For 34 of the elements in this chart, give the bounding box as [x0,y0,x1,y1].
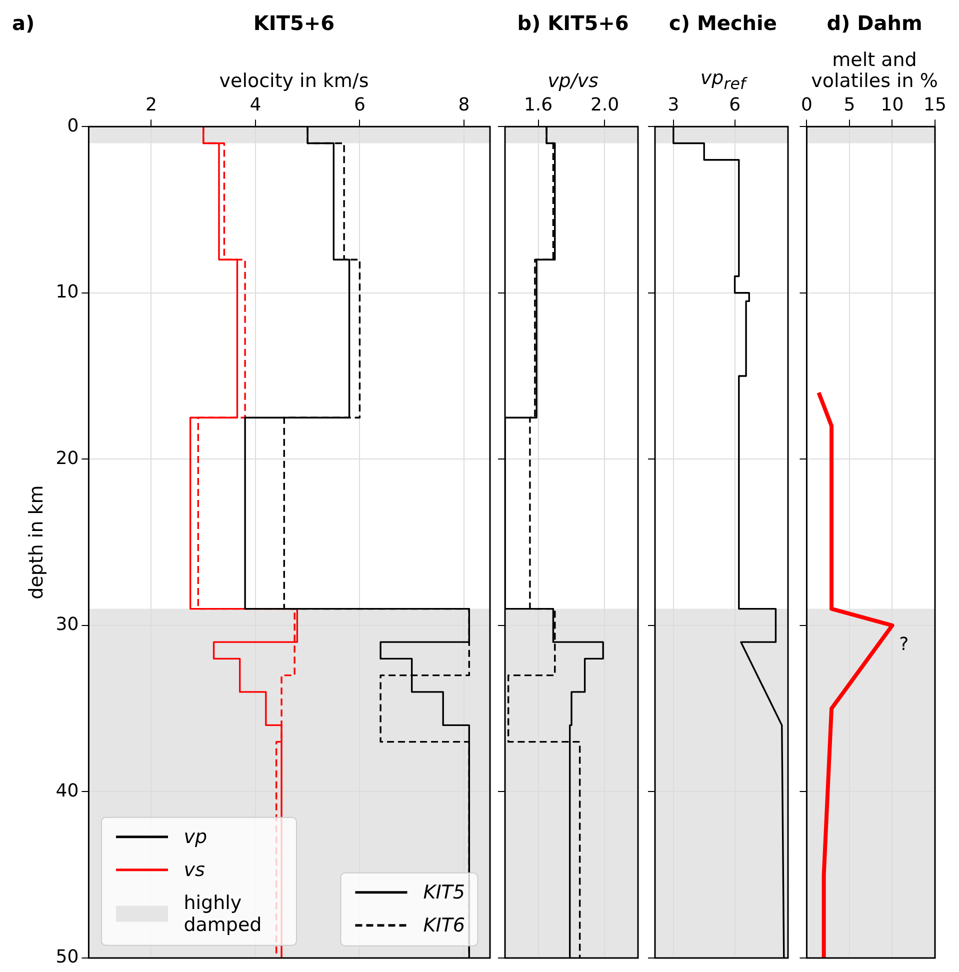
x-tick-label: 2.0 [590,94,620,116]
x-tick-label: 8 [458,94,470,116]
x-tick-label: 6 [354,94,366,116]
x-tick-label: 5 [844,94,856,116]
y-tick-label: 10 [56,282,79,303]
x-tick-label: 4 [250,94,262,116]
x-axis-title: vp/vs [548,70,598,92]
y-tick-label: 20 [56,448,79,469]
x-tick-label: 2 [146,94,157,116]
chart-title: KIT5+6 [253,11,335,35]
annotation: KIT5 [423,881,465,904]
y-axis-title: depth in km [25,485,48,600]
chart-title: d) Dahm [826,11,922,35]
x-tick-label: 6 [729,94,741,116]
y-tick-label: 0 [67,115,79,136]
x-tick-label: 0 [801,94,812,116]
x-tick-label: 15 [924,94,946,116]
band-label: highly damped [184,891,263,937]
x-tick-label: 1.6 [524,94,553,116]
legend-label: vs [184,858,205,882]
x-axis-title: vp$_{ref}$ [700,66,746,93]
x-axis-title: melt and volatiles in % [810,49,939,92]
x-axis-title: velocity in km/s [219,70,369,92]
y-tick-label: 30 [56,614,79,636]
x-tick-label: 10 [880,94,904,116]
y-tick-label: 50 [56,946,79,968]
y-tick-label: 40 [56,780,79,802]
annotation: ? [899,634,909,655]
text: a) [12,10,35,37]
chart-title: c) Mechie [669,11,777,35]
x-tick-label: 3 [668,94,680,116]
annotation: KIT6 [423,914,465,937]
legend-label: vp [184,826,208,849]
chart-title: b) KIT5+6 [517,11,629,35]
